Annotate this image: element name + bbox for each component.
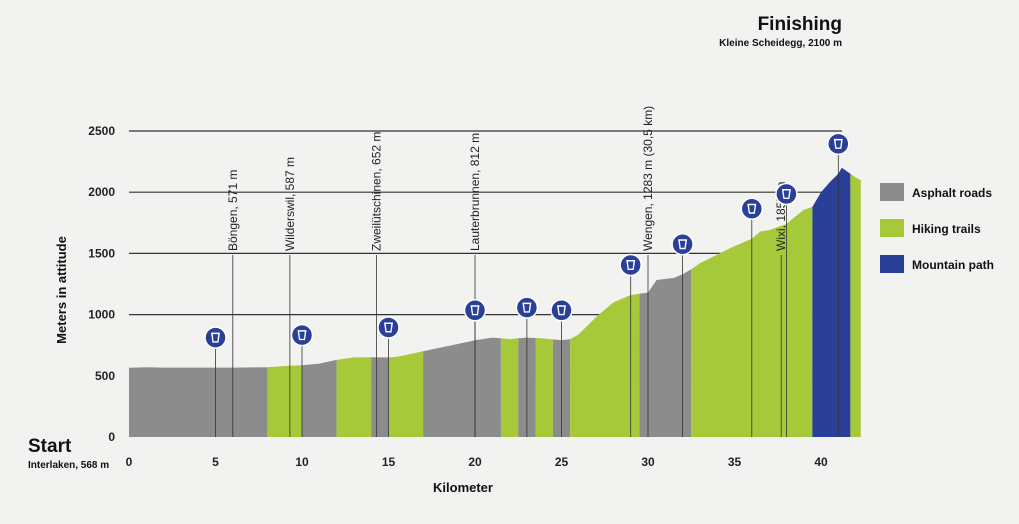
segment-asphalt (639, 269, 692, 437)
segment-hiking (500, 338, 519, 437)
x-tick-label: 30 (641, 455, 655, 469)
x-axis-title: Kilometer (433, 480, 493, 495)
y-tick-label: 2500 (88, 124, 115, 138)
legend-label-asphalt: Asphalt roads (912, 186, 992, 200)
cup-icon (515, 296, 539, 319)
finish-title: Finishing (758, 14, 842, 35)
segment-asphalt (129, 367, 268, 437)
segment-hiking (535, 338, 553, 437)
cup-icon (671, 232, 694, 256)
y-tick-label: 0 (108, 430, 115, 444)
y-tick-label: 1500 (88, 246, 115, 260)
x-tick-label: 35 (728, 455, 742, 469)
start-title: Start (28, 436, 72, 457)
segment-asphalt (423, 337, 501, 437)
segment-hiking (850, 173, 861, 438)
segment-asphalt (302, 359, 337, 437)
x-tick-label: 40 (814, 455, 828, 469)
axes: 0 500 1000 1500 2000 2500 0 5 10 15 20 25 30 35 40 (88, 124, 828, 469)
segment-hiking (267, 365, 302, 437)
place-label: Wengen, 1283 m (30,5 km) (641, 106, 655, 251)
cup-icon (775, 182, 798, 206)
place-label: Wilderswil, 587 m (283, 157, 297, 251)
place-label: Böngen, 571 m (226, 170, 240, 251)
cup-icon (377, 316, 400, 339)
cup-icon (463, 299, 487, 322)
segment-mountain (812, 167, 851, 437)
segment-hiking (570, 293, 640, 437)
place-label: Lauterbrunnen, 812 m (468, 133, 482, 251)
finish-subtitle: Kleine Scheidegg, 2100 m (719, 38, 842, 49)
cup-icon (619, 253, 642, 277)
legend-label-hiking: Hiking trails (912, 222, 981, 236)
y-tick-label: 500 (95, 369, 115, 383)
x-tick-label: 15 (382, 455, 396, 469)
cup-icon (290, 323, 314, 347)
legend-swatch-mountain (880, 255, 904, 273)
legend-swatch-asphalt (880, 183, 904, 201)
segment-hiking (336, 357, 372, 437)
place-label: Zweilütschinen, 652 m (369, 132, 383, 251)
segment-asphalt (371, 357, 389, 437)
x-tick-label: 25 (555, 455, 569, 469)
legend: Asphalt roads Hiking trails Mountain path (880, 183, 994, 273)
aid-stations (204, 132, 850, 437)
y-axis-title: Meters in attitude (54, 236, 69, 344)
x-tick-label: 20 (468, 455, 482, 469)
x-tick-label: 5 (212, 455, 219, 469)
legend-swatch-hiking (880, 219, 904, 237)
cup-icon (740, 197, 764, 220)
cup-icon (204, 326, 227, 349)
segment-hiking (388, 351, 424, 437)
profile-areas (129, 167, 861, 438)
y-tick-label: 2000 (88, 185, 115, 199)
y-tick-label: 1000 (88, 308, 115, 322)
legend-label-mountain: Mountain path (912, 258, 994, 272)
start-subtitle: Interlaken, 568 m (28, 460, 109, 471)
cup-icon (827, 132, 850, 156)
cup-icon (550, 299, 573, 322)
x-tick-label: 0 (126, 455, 133, 469)
x-tick-label: 10 (295, 455, 309, 469)
